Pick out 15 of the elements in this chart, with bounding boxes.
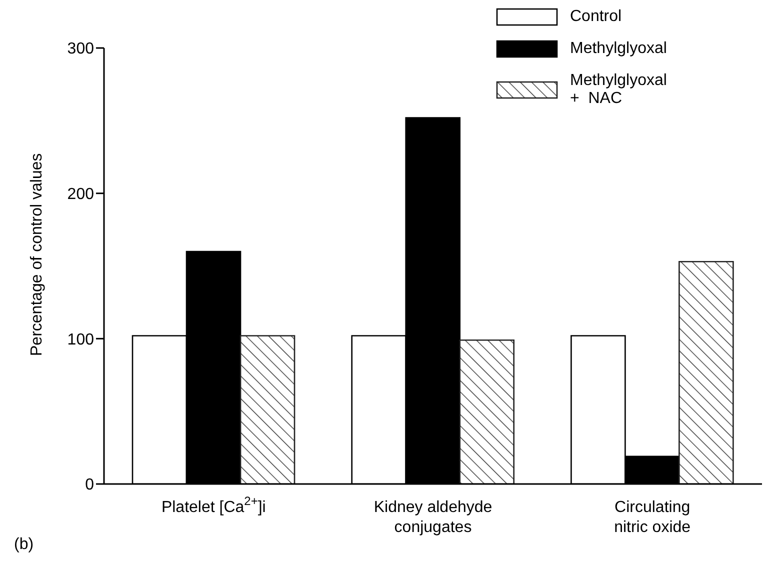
text: (b) [14, 536, 34, 553]
bar [678, 260, 734, 484]
legend-label: Methylglyoxal + NAC [570, 72, 667, 107]
y-tick-label: 300 [67, 40, 94, 58]
y-tick-label: 200 [67, 186, 94, 204]
y-axis-title: Percentage of control values [28, 153, 46, 356]
legend-label: Control [570, 8, 622, 25]
x-tick-label: Platelet [Ca$^{2+}$]i [161, 494, 266, 516]
bar [459, 339, 514, 484]
x-tick-label: Circulating nitric oxide [614, 499, 691, 536]
y-tick-label: 100 [67, 331, 94, 348]
bar [240, 335, 296, 484]
y-tick-label: 0 [85, 476, 94, 494]
legend-label: Methylglyoxal [570, 40, 667, 57]
x-tick-label: Kidney aldehyde conjugates [374, 499, 492, 536]
